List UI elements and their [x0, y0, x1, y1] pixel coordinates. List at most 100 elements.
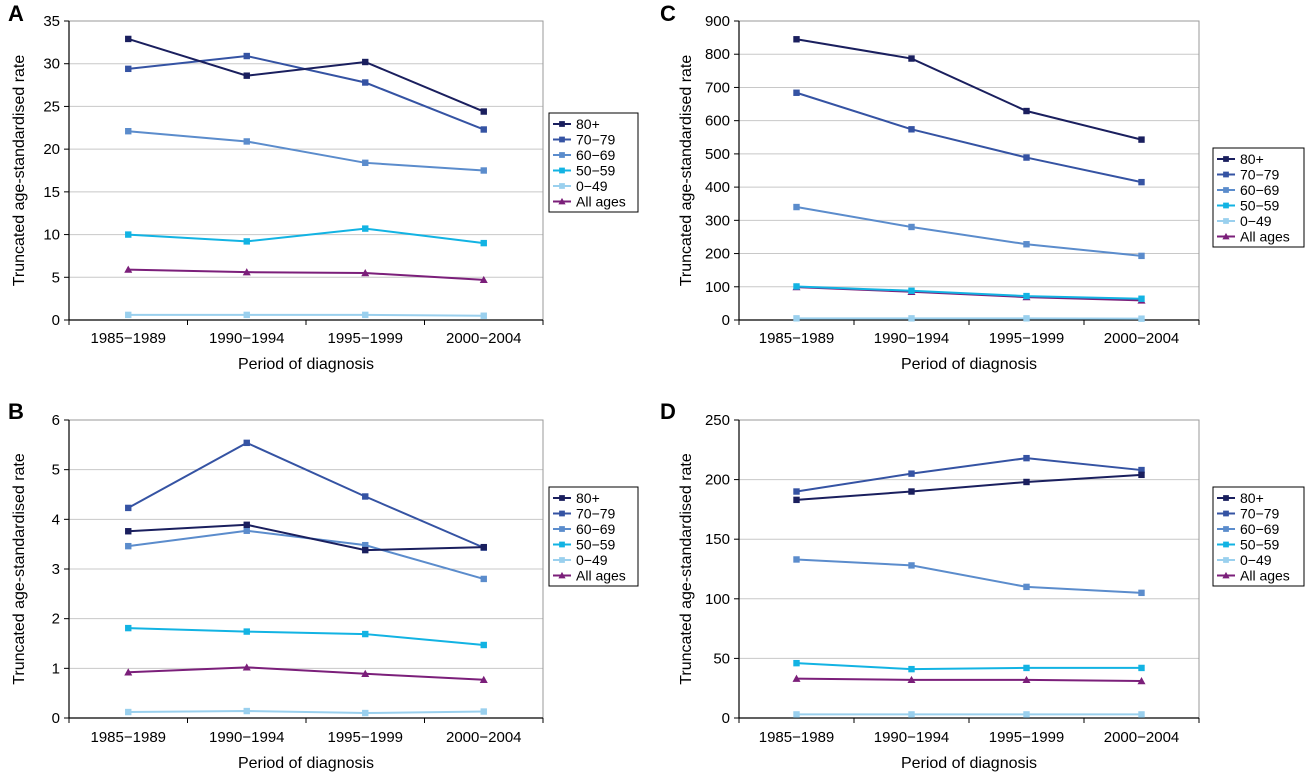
- series-line: [127, 441, 485, 549]
- legend-marker: [558, 571, 566, 579]
- legend-label: All ages: [1240, 568, 1290, 584]
- data-point: [243, 238, 250, 245]
- legend-label: 60−69: [1240, 182, 1280, 198]
- data-point: [793, 711, 800, 718]
- data-point: [125, 504, 132, 512]
- y-tick-label: 50: [713, 650, 730, 667]
- data-point: [125, 528, 132, 535]
- data-point: [1138, 295, 1145, 302]
- legend-label: 80+: [1240, 490, 1264, 506]
- chart-svg-c: 0 100 200 300 400 500 600 700 800 900 1985−1989 199…: [660, 1, 1305, 373]
- y-tick-label: 1: [52, 660, 60, 677]
- legend-label: 60−69: [576, 521, 616, 537]
- data-point: [793, 283, 800, 290]
- legend-label: 60−69: [576, 147, 616, 163]
- data-point: [1023, 241, 1030, 248]
- data-point: [124, 265, 133, 273]
- y-tick-label: 25: [43, 98, 60, 115]
- y-tick-label: 3: [52, 561, 60, 578]
- y-tick-label: 200: [705, 472, 730, 489]
- legend-label: 50−59: [576, 537, 616, 553]
- legend-marker: [1223, 510, 1229, 517]
- series-line: [128, 627, 484, 646]
- y-tick-label: 500: [705, 146, 730, 163]
- chart-svg-d: 0 50 100 150 200 250 1985−1989 1990−1994 1995−19…: [660, 399, 1305, 772]
- series-line: [796, 285, 1142, 300]
- data-point: [1023, 454, 1030, 462]
- data-point: [362, 493, 369, 500]
- legend-marker: [1223, 218, 1229, 224]
- x-tick-label: 1990−1994: [874, 330, 950, 347]
- data-point: [908, 315, 915, 322]
- y-tick-label: 30: [43, 56, 60, 73]
- data-point: [480, 641, 487, 649]
- data-point: [242, 663, 251, 671]
- data-point: [479, 275, 488, 284]
- panel-letter: B: [8, 399, 24, 424]
- data-point: [480, 239, 487, 247]
- y-tick-label: 4: [52, 511, 60, 528]
- data-point: [908, 665, 915, 673]
- data-point: [242, 268, 251, 276]
- chart-svg-b: 0 1 2 3 4 5 6 1985−1989 1990−1994 1995−1999 2000−2…: [8, 399, 639, 772]
- legend-label: 50−59: [576, 163, 616, 179]
- series-line: [128, 666, 484, 681]
- legend-label: 0−49: [1240, 552, 1272, 568]
- data-point: [1023, 478, 1030, 486]
- data-point: [125, 231, 132, 238]
- legend-marker: [559, 557, 565, 563]
- legend-marker: [1223, 557, 1229, 563]
- data-point: [480, 708, 487, 715]
- x-tick-label: 1985−1989: [759, 330, 835, 347]
- data-point: [125, 542, 132, 550]
- plot-area: [738, 20, 1200, 321]
- data-point: [1023, 583, 1030, 591]
- x-tick-label: 1995−1999: [328, 729, 404, 746]
- data-point: [480, 167, 487, 174]
- data-point: [908, 711, 915, 718]
- data-point: [793, 659, 800, 667]
- series-line: [796, 91, 1142, 184]
- legend-marker: [559, 541, 565, 548]
- data-point: [362, 541, 369, 549]
- data-point: [243, 527, 250, 534]
- y-tick-label: 2: [52, 611, 60, 628]
- legend-box: [548, 112, 639, 213]
- series-line: [796, 38, 1142, 141]
- y-tick-label: 150: [705, 531, 730, 548]
- legend-label: 80+: [576, 116, 600, 132]
- data-point: [125, 128, 132, 135]
- data-point: [1138, 252, 1145, 260]
- data-point: [1023, 315, 1030, 322]
- y-tick-label: 250: [705, 412, 730, 429]
- y-tick-label: 200: [705, 246, 730, 263]
- chart-svg-a: 0 5 10 15 20 25 30 35 1985−1989 1990−1994 1995−199…: [8, 1, 639, 373]
- data-point: [243, 521, 250, 528]
- data-point: [362, 311, 369, 319]
- y-tick-label: 0: [722, 710, 730, 727]
- legend-box: [1212, 486, 1305, 587]
- legend-marker: [559, 167, 565, 174]
- series-line: [796, 662, 1142, 671]
- data-point: [907, 675, 916, 684]
- data-point: [1023, 292, 1030, 300]
- y-tick-label: 5: [52, 269, 60, 286]
- legend-label: 70−79: [576, 132, 616, 148]
- data-point: [243, 52, 250, 60]
- data-point: [793, 488, 800, 495]
- series-line: [128, 313, 484, 317]
- legend-label: 70−79: [576, 506, 616, 522]
- data-point: [908, 223, 915, 231]
- legend-label: 60−69: [1240, 521, 1280, 537]
- x-axis-title: Period of diagnosis: [901, 356, 1037, 373]
- y-tick-label: 300: [705, 212, 730, 229]
- y-tick-label: 400: [705, 179, 730, 196]
- data-point: [908, 470, 915, 477]
- data-point: [1023, 711, 1030, 718]
- legend-marker: [1223, 526, 1229, 532]
- data-point: [125, 311, 132, 319]
- x-axis-title: Period of diagnosis: [238, 755, 374, 772]
